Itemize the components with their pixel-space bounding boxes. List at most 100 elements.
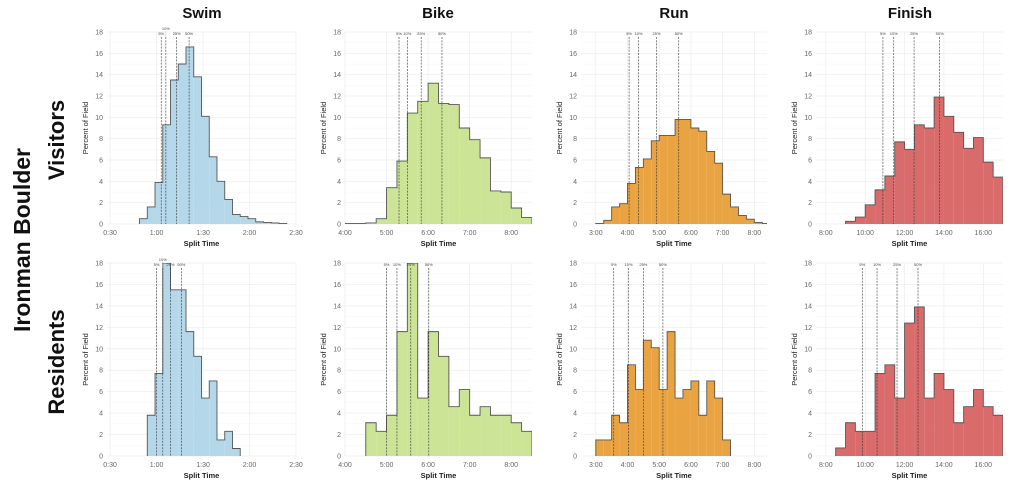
histogram-bar [983,406,994,456]
histogram-bar [407,113,418,224]
y-tick-label: 4 [573,179,577,186]
panel-visitors-run: 0 2 4 6 8 10 12 14 16 18 3:00 4:00 5:00 6:00 7:00 8:00 5… [555,30,767,248]
panel-residents-swim: 0 2 4 6 8 10 12 14 16 18 0:30 1:00 1:30 2:00 2:30 5%10%… [81,257,303,480]
panel-visitors-bike: 0 2 4 6 8 10 12 14 16 18 4:00 5:00 6:00 7:00 8:00 5% 10%… [319,30,532,248]
panel-visitors-finish: 0 2 4 6 8 10 12 14 16 18 8:00 10:00 12:00 14:00 16:00 5… [790,30,1003,248]
percentile-label: 10% [625,262,633,267]
y-axis-label: Percent of Field [319,333,328,386]
percentile-label: 10% [393,262,401,267]
histogram-bar [675,398,683,456]
histogram-bar [924,398,935,456]
y-tick-label: 8 [99,136,103,143]
percentile-label: 50% [914,262,922,267]
y-tick-label: 18 [569,261,577,268]
y-tick-label: 8 [337,368,341,375]
histogram-bar [178,64,187,224]
histogram-bar [855,217,866,224]
y-tick-label: 0 [337,454,341,461]
col-title-finish: Finish [888,5,932,22]
histogram-bar [690,128,699,224]
histogram-bar [428,331,439,456]
x-tick-label: 8:00 [819,462,833,469]
y-tick-label: 0 [573,454,577,461]
y-tick-label: 4 [808,179,812,186]
y-axis-label: Percent of Field [81,333,90,386]
histogram-bar [139,218,148,224]
y-tick-label: 12 [95,94,103,101]
x-tick-label: 6:00 [684,230,698,237]
percentile-label: 25% [417,31,425,36]
y-tick-label: 12 [95,325,103,332]
x-axis-label: Split Time [184,239,220,248]
x-tick-label: 5:00 [380,230,394,237]
y-tick-label: 14 [569,303,577,310]
histogram-bar [396,161,408,224]
percentile-label: 10% [162,26,170,31]
histogram-bar [627,183,636,224]
histogram-bar [201,116,210,224]
percentile-label: 25% [173,31,181,36]
x-tick-label: 0:30 [103,462,117,469]
histogram-bar [511,208,522,224]
histogram-outline [835,306,1003,456]
histogram-bar [603,439,612,456]
x-axis-label: Split Time [421,471,457,480]
y-axis-label: Percent of Field [790,102,799,155]
histogram-bar [595,439,604,456]
histogram-bar [155,182,163,224]
percentile-label: 5% [611,262,617,267]
histogram-bar [247,218,256,224]
histogram-bar [973,389,984,456]
x-tick-label: 8:00 [504,230,518,237]
percentile-label: 5% [859,262,865,267]
y-tick-label: 12 [569,94,577,101]
y-tick-label: 6 [573,158,577,165]
y-tick-label: 6 [99,389,103,396]
y-tick-label: 6 [99,158,103,165]
y-tick-label: 2 [99,432,103,439]
histogram-bar [722,194,731,224]
y-tick-label: 16 [569,51,577,58]
y-axis-label: Percent of Field [319,102,328,155]
histogram-bar [754,222,763,224]
y-tick-label: 0 [337,222,341,229]
histogram-bar [706,151,715,224]
y-tick-label: 18 [95,261,103,268]
histogram-outline [139,46,288,224]
histogram-bar [511,422,522,456]
histogram-bar [459,389,470,456]
histogram-bar [845,422,856,456]
percentile-label: 5% [384,262,390,267]
histogram-bar [448,406,460,456]
y-tick-label: 16 [804,282,812,289]
histogram-bar [448,104,460,224]
y-tick-label: 14 [804,303,812,310]
histogram-bar [490,190,501,224]
y-axis-label: Percent of Field [555,333,564,386]
x-tick-label: 6:00 [421,462,435,469]
histogram-bar [365,422,377,456]
y-axis-label: Percent of Field [81,102,90,155]
histogram-bar [884,364,895,456]
y-tick-label: 2 [337,432,341,439]
histogram-bar [730,206,739,224]
x-tick-label: 5:00 [652,462,666,469]
x-tick-label: 0:30 [103,230,117,237]
y-tick-label: 16 [333,51,341,58]
percentile-label: 25% [910,31,918,36]
histogram-bar [386,415,397,456]
histogram-bar [746,219,755,224]
x-tick-label: 4:00 [338,230,352,237]
y-tick-label: 4 [573,411,577,418]
x-tick-label: 2:00 [243,230,257,237]
y-tick-label: 6 [808,158,812,165]
y-tick-label: 12 [804,325,812,332]
y-axis-label: Percent of Field [555,102,564,155]
percentile-label: 50% [185,31,193,36]
percentile-label: 5% [880,31,886,36]
percentile-label: 50% [675,31,683,36]
histogram-bar [232,448,241,456]
y-tick-label: 18 [95,30,103,37]
x-tick-label: 14:00 [935,230,953,237]
histogram-bar [894,141,905,224]
